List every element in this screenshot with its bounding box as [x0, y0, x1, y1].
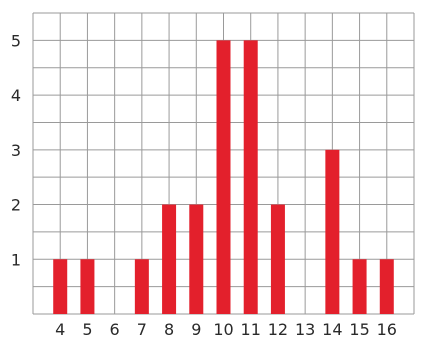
bar-7 — [134, 259, 149, 314]
x-tick-label: 13 — [295, 320, 315, 339]
x-tick-label: 8 — [164, 320, 174, 339]
y-tick-label: 1 — [11, 250, 21, 269]
x-tick-label: 11 — [241, 320, 261, 339]
x-tick-label: 15 — [349, 320, 369, 339]
bars — [53, 40, 394, 314]
x-tick-label: 14 — [322, 320, 342, 339]
x-tick-label: 5 — [82, 320, 92, 339]
x-tick-label: 9 — [191, 320, 201, 339]
bar-10 — [216, 40, 231, 314]
y-tick-label: 4 — [11, 86, 21, 105]
x-tick-label: 7 — [137, 320, 147, 339]
x-axis-tick-labels: 4 5 6 7 8 9 10 11 12 13 14 15 16 — [55, 320, 397, 339]
bar-8 — [162, 204, 177, 314]
x-tick-label: 4 — [55, 320, 65, 339]
y-tick-label: 3 — [11, 141, 21, 160]
bar-9 — [189, 204, 204, 314]
bar-12 — [270, 204, 285, 314]
bar-14 — [325, 149, 340, 314]
bar-16 — [379, 259, 394, 314]
x-tick-label: 16 — [377, 320, 397, 339]
x-tick-label: 10 — [213, 320, 233, 339]
x-tick-label: 6 — [110, 320, 120, 339]
x-tick-label: 12 — [268, 320, 288, 339]
bar-4 — [53, 259, 68, 314]
bar-11 — [243, 40, 258, 314]
y-axis-tick-labels: 1 2 3 4 5 — [11, 31, 21, 269]
bar-15 — [352, 259, 367, 314]
y-tick-label: 2 — [11, 196, 21, 215]
bar-5 — [80, 259, 95, 314]
y-tick-label: 5 — [11, 31, 21, 50]
